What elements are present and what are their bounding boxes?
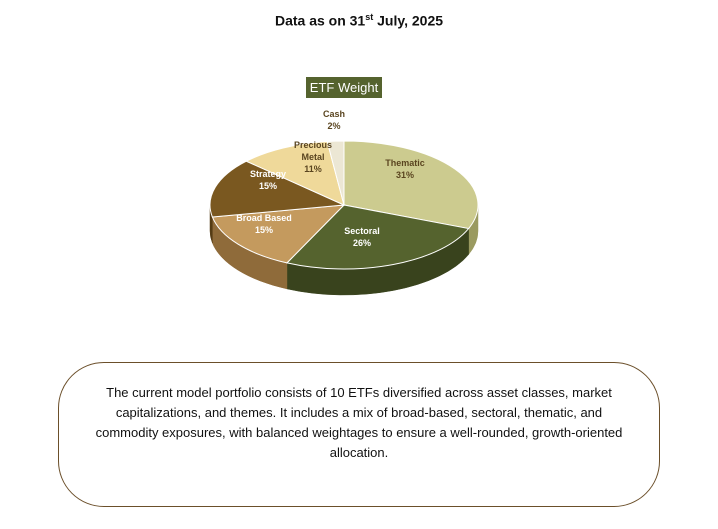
pie-slice-cash [326,140,345,206]
pie-value-label-sectoral: 26% [353,238,371,248]
pie-labels: Thematic 31% Sectoral 26% Broad Based 15% Stra… [236,109,425,248]
pie-slice-thematic [343,140,479,230]
pie-slice-sectoral [285,204,470,270]
pie-category-label-sectoral: Sectoral [344,226,380,236]
pie-tops [209,140,479,270]
pie-category-label-thematic: Thematic [385,158,425,168]
pie-category-label-strategy: Strategy [250,169,286,179]
pie-value-label-precious-metal: 11% [304,164,322,174]
pie-value-label-cash: 2% [327,121,340,131]
caption-text: The current model portfolio consists of … [95,385,623,460]
pie-slice-broad-based [211,204,346,264]
pie-category-label-precious-metal: Metal [301,152,324,162]
pie-value-label-strategy: 15% [259,181,277,191]
report-date-header: Data as on 31st July, 2025 [274,12,444,29]
pie-category-label-precious-metal: Precious [294,140,332,150]
pie-value-label-thematic: 31% [396,170,414,180]
caption-box: The current model portfolio consists of … [58,362,660,507]
pie-category-label-cash: Cash [323,109,345,119]
pie-slice-strategy [209,160,346,218]
chart-title: ETF Weight [306,77,382,98]
pie-category-label-broad-based: Broad Based [236,213,292,223]
pie-slice-precious-metal [245,140,345,206]
etf-weight-pie-chart: Thematic 31% Sectoral 26% Broad Based 15% Stra… [209,109,479,296]
pie-value-label-broad-based: 15% [255,225,273,235]
